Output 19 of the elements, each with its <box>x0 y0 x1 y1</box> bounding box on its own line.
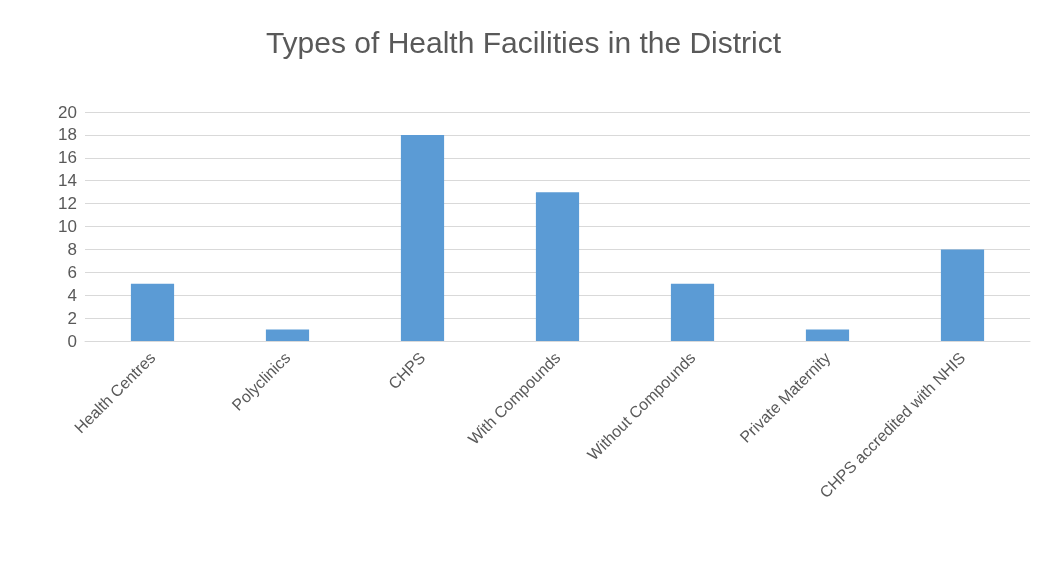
y-tick-label: 16 <box>58 148 77 168</box>
y-tick-label: 12 <box>58 194 77 214</box>
bar <box>670 283 715 341</box>
bar <box>535 192 580 341</box>
bar <box>805 329 850 341</box>
chart-title: Types of Health Facilities in the District <box>265 25 782 59</box>
y-tick-label: 4 <box>67 285 77 305</box>
y-tick-label: 8 <box>67 239 77 259</box>
y-tick-label: 10 <box>58 217 77 236</box>
y-tick-label: 14 <box>58 171 77 191</box>
y-tick-label: 0 <box>67 331 77 351</box>
bar <box>940 249 985 341</box>
y-tick-label: 18 <box>58 125 77 145</box>
bar <box>400 134 445 341</box>
y-tick-label: 20 <box>58 102 77 122</box>
y-tick-label: 6 <box>67 262 77 282</box>
bar <box>130 283 175 341</box>
bar <box>265 329 310 341</box>
y-tick-label: 2 <box>67 308 77 328</box>
